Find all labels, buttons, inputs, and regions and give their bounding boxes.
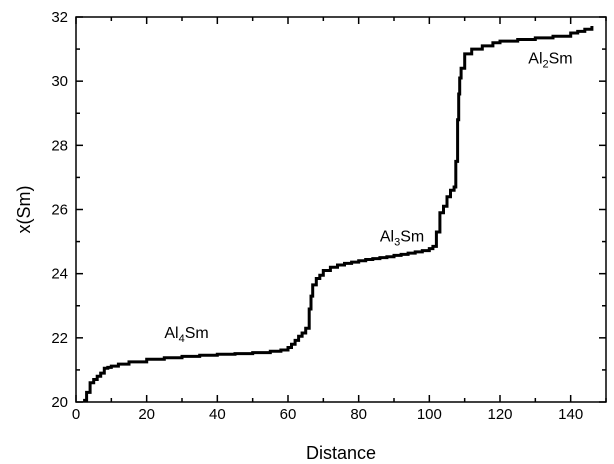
x-tick-label: 100 bbox=[417, 406, 442, 423]
x-tick-label: 40 bbox=[209, 406, 226, 423]
plot-frame bbox=[75, 16, 607, 403]
x-axis-title: Distance bbox=[306, 443, 376, 463]
y-tick-label: 26 bbox=[51, 202, 68, 219]
y-tick-label: 32 bbox=[51, 9, 68, 26]
series-line-xsm bbox=[83, 26, 594, 402]
y-tick-label: 20 bbox=[51, 394, 68, 411]
phase-label-al4sm: Al4Sm bbox=[164, 325, 208, 345]
x-tick-label: 0 bbox=[72, 406, 80, 423]
y-tick-label: 28 bbox=[51, 137, 68, 154]
x-tick-label: 20 bbox=[138, 406, 155, 423]
x-tick-label: 140 bbox=[558, 406, 583, 423]
y-tick-label: 22 bbox=[51, 330, 68, 347]
phase-label-al2sm: Al2Sm bbox=[528, 51, 572, 71]
y-tick-label: 24 bbox=[51, 266, 68, 283]
x-tick-label: 80 bbox=[350, 406, 367, 423]
x-tick-label: 60 bbox=[280, 406, 297, 423]
phase-label-al3sm: Al3Sm bbox=[380, 229, 424, 249]
annotations: Al4Sm Al3Sm Al2Sm bbox=[164, 51, 572, 345]
y-axis-title: x(Sm) bbox=[14, 186, 34, 234]
y-tick-label: 30 bbox=[51, 73, 68, 90]
axis-ticks bbox=[75, 16, 607, 403]
x-tick-label: 120 bbox=[487, 406, 512, 423]
